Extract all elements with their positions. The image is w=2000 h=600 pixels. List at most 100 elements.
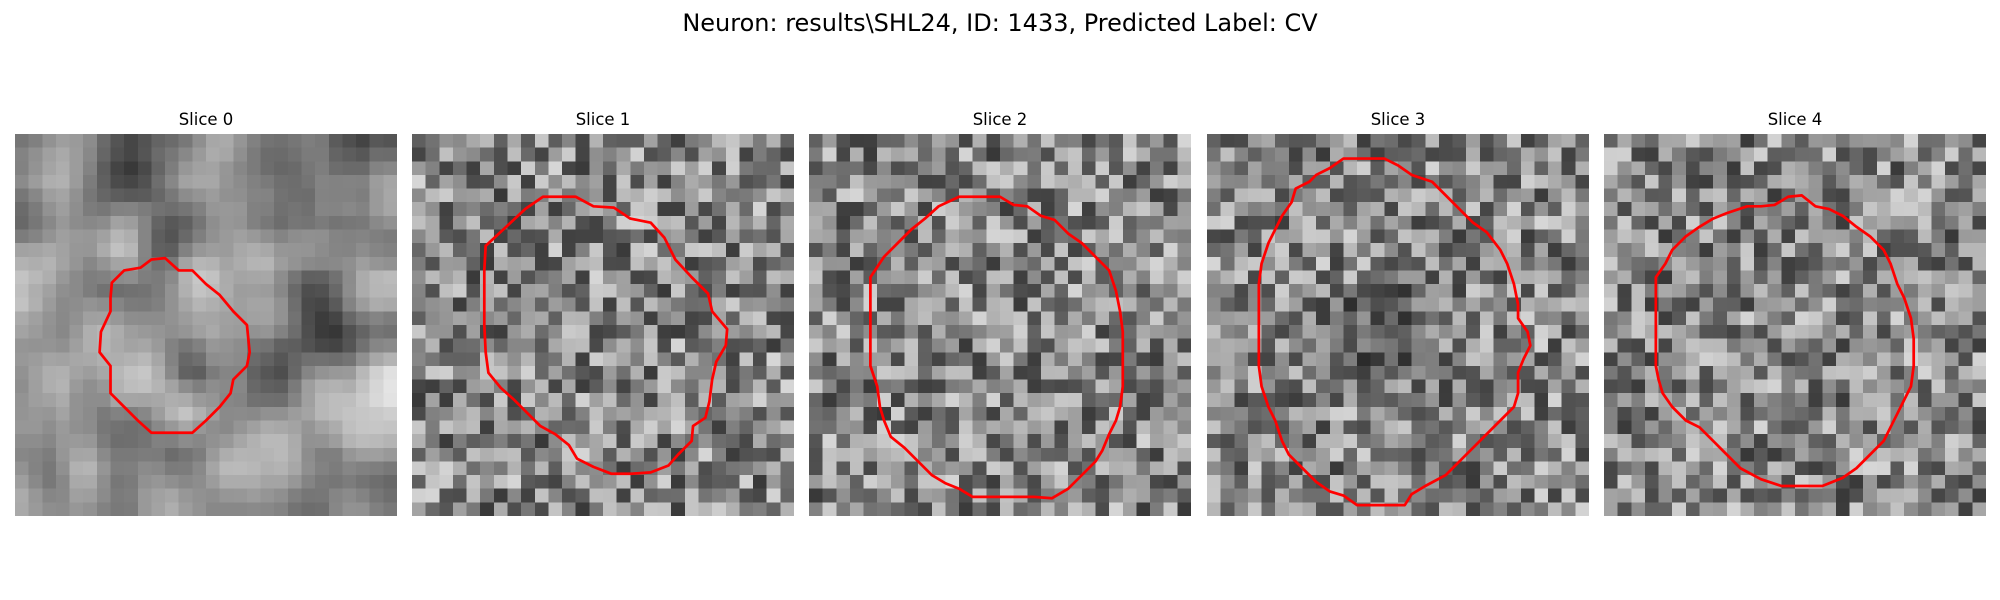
image-pixel — [890, 147, 905, 162]
image-pixel — [1220, 284, 1235, 298]
image-pixel — [480, 202, 495, 217]
image-pixel — [1398, 256, 1412, 271]
image-pixel — [575, 488, 590, 503]
image-pixel — [1822, 379, 1837, 394]
image-pixel — [822, 270, 837, 285]
image-pixel — [739, 134, 754, 148]
image-pixel — [945, 311, 960, 326]
image-pixel — [439, 188, 454, 203]
image-pixel — [630, 379, 645, 394]
image-pixel — [1740, 379, 1755, 394]
image-pixel — [151, 174, 166, 189]
image-pixel — [1234, 188, 1249, 203]
image-pixel — [69, 297, 84, 312]
image-pixel — [412, 338, 426, 353]
image-pixel — [1617, 297, 1632, 312]
image-pixel — [986, 434, 1001, 449]
image-pixel — [1890, 284, 1905, 298]
image-pixel — [1054, 475, 1069, 489]
image-pixel — [1561, 311, 1576, 326]
image-pixel — [1316, 461, 1331, 476]
image-pixel — [1835, 188, 1850, 203]
image-pixel — [698, 379, 713, 394]
image-pixel — [1000, 447, 1014, 462]
image-pixel — [1561, 188, 1576, 203]
image-pixel — [1754, 174, 1768, 189]
image-pixel — [712, 325, 727, 339]
image-pixel — [1207, 325, 1221, 339]
image-pixel — [1904, 147, 1919, 162]
image-pixel — [452, 256, 467, 271]
image-pixel — [28, 297, 43, 312]
image-pixel — [1261, 284, 1276, 298]
image-pixel — [1713, 447, 1728, 462]
image-pixel — [246, 270, 261, 285]
image-pixel — [1808, 147, 1823, 162]
image-pixel — [55, 502, 70, 516]
image-pixel — [1479, 393, 1494, 408]
image-pixel — [1370, 365, 1385, 380]
slice-image — [1207, 134, 1589, 516]
image-pixel — [1575, 352, 1589, 367]
image-pixel — [1343, 461, 1358, 476]
image-pixel — [1699, 420, 1714, 435]
image-pixel — [425, 174, 440, 189]
image-pixel — [671, 325, 686, 339]
image-pixel — [1604, 147, 1618, 162]
image-pixel — [1027, 215, 1042, 230]
image-pixel — [1163, 352, 1178, 367]
image-pixel — [809, 434, 823, 449]
image-pixel — [1247, 256, 1262, 271]
image-pixel — [1150, 284, 1164, 298]
image-pixel — [452, 447, 467, 462]
image-pixel — [412, 488, 426, 503]
image-pixel — [1177, 447, 1191, 462]
image-pixel — [603, 256, 617, 271]
image-pixel — [233, 325, 248, 339]
image-pixel — [1754, 338, 1768, 353]
image-pixel — [1122, 420, 1137, 435]
image-pixel — [521, 134, 536, 148]
image-pixel — [55, 352, 70, 367]
image-pixel — [1548, 502, 1562, 516]
image-pixel — [671, 270, 686, 285]
image-pixel — [1398, 434, 1412, 449]
image-pixel — [822, 488, 837, 503]
image-pixel — [1658, 352, 1673, 367]
image-pixel — [822, 502, 837, 516]
image-pixel — [603, 325, 617, 339]
image-pixel — [780, 270, 794, 285]
image-pixel — [1795, 352, 1809, 367]
image-pixel — [1040, 174, 1055, 189]
image-pixel — [287, 284, 302, 298]
image-pixel — [1945, 270, 1959, 285]
image-pixel — [1452, 174, 1467, 189]
image-pixel — [904, 134, 919, 148]
image-pixel — [1822, 447, 1837, 462]
image-pixel — [1234, 134, 1249, 148]
image-pixel — [1411, 461, 1426, 476]
image-pixel — [1917, 379, 1932, 394]
image-pixel — [1672, 461, 1687, 476]
image-pixel — [507, 502, 522, 516]
image-pixel — [83, 352, 98, 367]
image-pixel — [1247, 215, 1262, 230]
image-pixel — [137, 434, 152, 449]
image-pixel — [1357, 475, 1371, 489]
image-pixel — [1040, 147, 1055, 162]
image-pixel — [1876, 147, 1891, 162]
image-pixel — [301, 365, 316, 380]
image-pixel — [1781, 379, 1796, 394]
image-pixel — [575, 338, 590, 353]
image-pixel — [1808, 352, 1823, 367]
image-pixel — [96, 502, 111, 516]
image-pixel — [657, 365, 672, 380]
image-pixel — [1479, 229, 1494, 244]
image-pixel — [1781, 215, 1796, 230]
image-pixel — [630, 352, 645, 367]
image-pixel — [1520, 502, 1535, 516]
image-pixel — [548, 229, 563, 244]
image-pixel — [657, 134, 672, 148]
image-pixel — [315, 284, 330, 298]
image-pixel — [904, 338, 919, 353]
